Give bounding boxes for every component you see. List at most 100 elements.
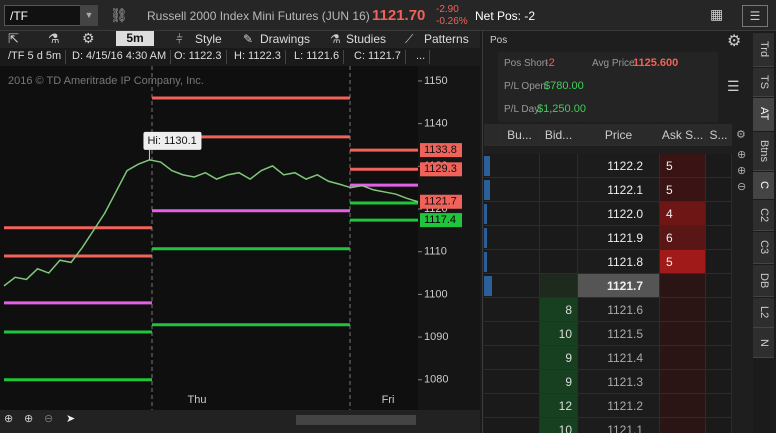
bid-cell[interactable] <box>540 250 578 274</box>
side-tab[interactable]: C3 <box>753 232 774 264</box>
ask-cell[interactable] <box>660 394 706 418</box>
panel-menu[interactable]: ☰ <box>727 78 740 94</box>
bid-cell[interactable] <box>540 274 578 298</box>
symbol[interactable]: /TF <box>10 9 28 23</box>
price-cell[interactable]: 1121.8 <box>578 250 660 274</box>
ask-cell[interactable]: 5 <box>660 250 706 274</box>
sell-cell[interactable] <box>706 202 732 226</box>
panel-tab[interactable]: Pos <box>490 35 508 46</box>
sell-cell[interactable] <box>706 250 732 274</box>
price-cell[interactable]: 1121.7 <box>578 274 660 298</box>
bid-cell[interactable] <box>540 154 578 178</box>
patterns-icon[interactable]: ⟋ <box>405 32 414 46</box>
ladder-header[interactable]: Bid... <box>540 124 578 146</box>
crosshair-icon[interactable]: ⊕ <box>4 413 13 425</box>
bid-cell[interactable]: 9 <box>540 346 578 370</box>
side-tab[interactable]: Btns <box>753 132 774 171</box>
menu-icon[interactable]: ☰ <box>742 5 768 27</box>
sell-cell[interactable] <box>706 298 732 322</box>
side-tab[interactable]: Trd <box>753 33 774 67</box>
ladder-zoom[interactable]: ⊕ ⊕ ⊖ <box>737 149 747 193</box>
ask-cell[interactable]: 6 <box>660 226 706 250</box>
ask-cell[interactable] <box>660 274 706 298</box>
net-pos: Net Pos: -2 <box>475 9 536 23</box>
sell-cell[interactable] <box>706 370 732 394</box>
interval[interactable]: 5m <box>116 31 154 46</box>
zoom-in-icon[interactable]: ⊕ <box>24 413 33 425</box>
size-bar <box>484 228 487 248</box>
price-cell[interactable]: 1121.4 <box>578 346 660 370</box>
zoom-out-icon[interactable]: ⊖ <box>44 413 53 425</box>
ladder-header[interactable]: Bu... <box>500 124 540 146</box>
sell-cell[interactable] <box>706 346 732 370</box>
patterns-button[interactable]: Patterns <box>424 32 469 46</box>
ladder-header[interactable]: S... <box>706 124 732 146</box>
sell-cell[interactable] <box>706 274 732 298</box>
price-cell[interactable]: 1121.5 <box>578 322 660 346</box>
pointer-icon[interactable]: ➤ <box>66 413 75 425</box>
drawings-button[interactable]: Drawings <box>260 32 311 46</box>
scroll-thumb[interactable] <box>296 415 416 425</box>
ask-cell[interactable]: 4 <box>660 202 706 226</box>
y-tick-label: 1140 <box>424 118 448 130</box>
ask-cell[interactable] <box>660 322 706 346</box>
drawings-icon[interactable]: ✎ <box>243 32 254 46</box>
flask-icon[interactable]: ⚗ <box>48 31 60 46</box>
side-tab[interactable]: AT <box>753 98 774 131</box>
price-tag <box>420 213 462 228</box>
bid-cell[interactable]: 12 <box>540 394 578 418</box>
ask-cell[interactable]: 5 <box>660 178 706 202</box>
price-cell[interactable]: 1121.1 <box>578 418 660 433</box>
style-button[interactable]: Style <box>195 32 222 46</box>
plot-bg <box>0 66 418 410</box>
ask-cell[interactable] <box>660 298 706 322</box>
price-cell[interactable]: 1122.1 <box>578 178 660 202</box>
price-tag <box>420 143 462 158</box>
side-tab[interactable]: TS <box>753 68 774 97</box>
grid-icon[interactable]: ▦ <box>710 6 724 22</box>
link-icon[interactable]: ⛓ <box>110 7 128 23</box>
sell-cell[interactable] <box>706 154 732 178</box>
bid-cell[interactable]: 10 <box>540 418 578 433</box>
sell-cell[interactable] <box>706 178 732 202</box>
ask-cell[interactable] <box>660 370 706 394</box>
price-cell[interactable]: 1121.6 <box>578 298 660 322</box>
info-cell: O: 1122.3 <box>170 50 227 64</box>
side-tab[interactable]: L2 <box>753 298 774 328</box>
studies-icon[interactable]: ⚗ <box>330 32 341 46</box>
ladder-header[interactable]: Price <box>578 124 660 146</box>
ladder-gear[interactable]: ⚙ <box>736 129 746 141</box>
ask-cell[interactable] <box>660 346 706 370</box>
price-cell[interactable]: 1121.9 <box>578 226 660 250</box>
gear-icon[interactable]: ⚙ <box>82 30 95 46</box>
style-icon[interactable]: ⫩ <box>176 32 183 46</box>
side-tab[interactable]: C2 <box>753 200 774 231</box>
size-bar <box>484 276 492 296</box>
side-tab[interactable]: C <box>753 172 774 199</box>
ladder-header[interactable]: Ask S... <box>660 124 706 146</box>
panel-gear[interactable]: ⚙ <box>727 33 742 50</box>
bid-cell[interactable]: 8 <box>540 298 578 322</box>
sell-cell[interactable] <box>706 418 732 433</box>
bid-cell[interactable]: 10 <box>540 322 578 346</box>
ask-cell[interactable] <box>660 418 706 433</box>
price-cell[interactable]: 1122.0 <box>578 202 660 226</box>
ask-cell[interactable]: 5 <box>660 154 706 178</box>
symbol-dropdown[interactable]: ▼ <box>80 5 98 26</box>
price-cell[interactable]: 1121.3 <box>578 370 660 394</box>
sell-cell[interactable] <box>706 322 732 346</box>
side-tab[interactable]: DB <box>753 265 774 297</box>
side-tab[interactable]: N <box>753 328 774 358</box>
bid-cell[interactable]: 9 <box>540 370 578 394</box>
price-cell[interactable]: 1121.2 <box>578 394 660 418</box>
bid-cell[interactable] <box>540 226 578 250</box>
sell-cell[interactable] <box>706 394 732 418</box>
studies-button[interactable]: Studies <box>346 32 387 46</box>
bid-cell[interactable] <box>540 202 578 226</box>
bid-cell[interactable] <box>540 178 578 202</box>
y-tick-label: 1150 <box>424 75 448 87</box>
price-cell[interactable]: 1122.2 <box>578 154 660 178</box>
info-cell: C: 1121.7 <box>350 50 406 64</box>
sell-cell[interactable] <box>706 226 732 250</box>
share-icon[interactable]: ⇱ <box>8 31 19 46</box>
